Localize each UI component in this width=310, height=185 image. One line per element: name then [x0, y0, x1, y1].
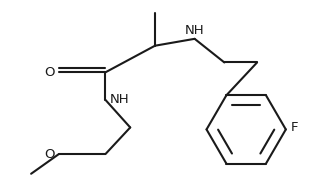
Text: NH: NH: [109, 93, 129, 106]
Text: NH: NH: [185, 24, 205, 37]
Text: O: O: [44, 66, 55, 79]
Text: F: F: [291, 121, 298, 134]
Text: O: O: [44, 148, 55, 161]
